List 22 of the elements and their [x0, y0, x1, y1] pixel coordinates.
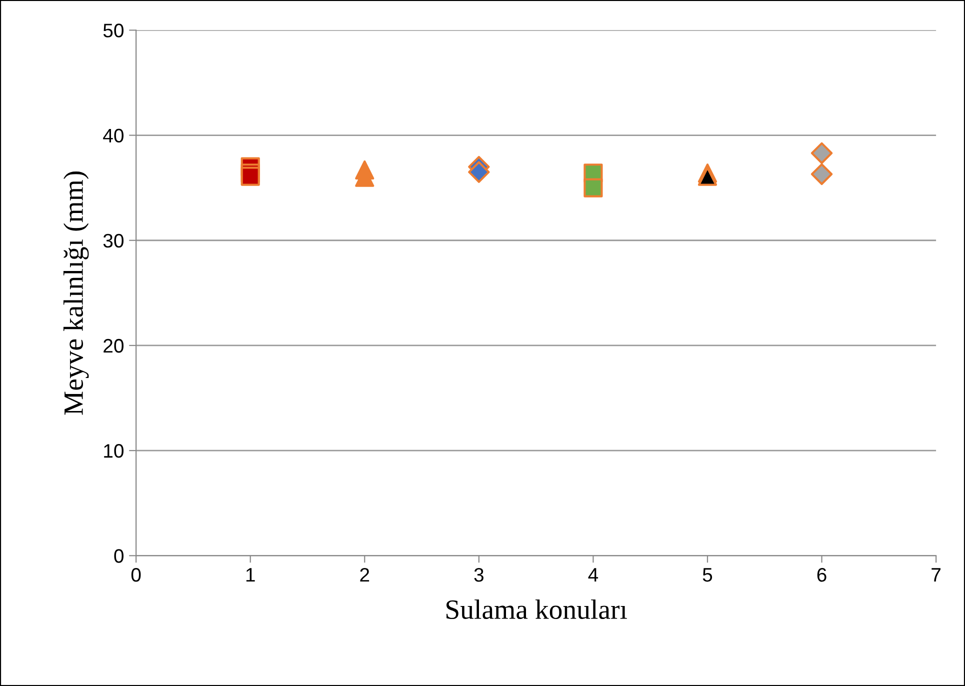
point — [810, 142, 833, 164]
x-tick-label: 7 — [932, 568, 940, 582]
point — [584, 178, 603, 198]
y-tick-label: 20 — [104, 338, 124, 353]
y-tick-label: 30 — [103, 234, 124, 248]
y-tick-label: 50 — [103, 24, 124, 38]
x-tick-label: 6 — [817, 568, 826, 582]
y-tick-label: 10 — [104, 444, 124, 458]
x-tick-label: 1 — [246, 568, 255, 582]
point — [240, 166, 260, 186]
point — [468, 161, 490, 183]
x-tick-label: 0 — [131, 568, 141, 582]
x-tick-label: 3 — [474, 568, 484, 582]
y-axis-title: Meyve kalınlığı (mm) — [63, 171, 89, 415]
x-tick-label: 2 — [360, 568, 370, 582]
x-tick-label: 4 — [588, 568, 598, 582]
y-tick-label: 0 — [114, 549, 124, 563]
point — [698, 166, 718, 186]
x-axis-title: Sulama konuları — [446, 599, 627, 620]
x-tick-label: 5 — [702, 568, 712, 582]
y-tick-label: 40 — [103, 128, 124, 143]
point — [810, 163, 833, 186]
